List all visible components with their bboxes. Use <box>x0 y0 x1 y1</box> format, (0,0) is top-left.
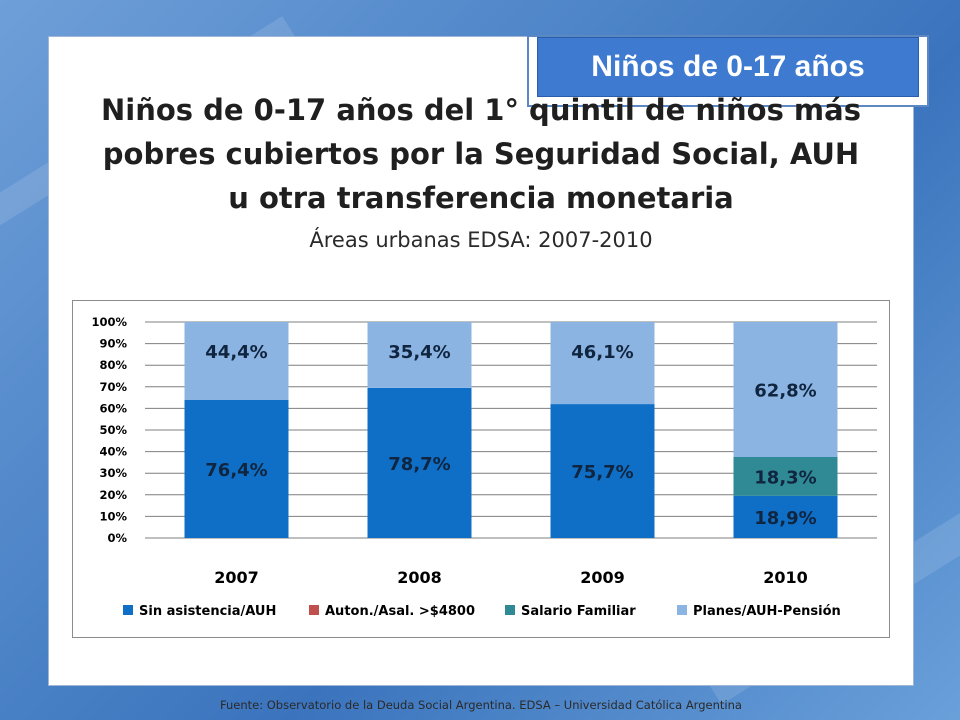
data-label: 44,4% <box>205 342 267 363</box>
bar-segment <box>367 387 472 538</box>
bar-segment <box>184 399 289 538</box>
data-label: 62,8% <box>754 381 816 402</box>
y-tick-label: 70% <box>99 380 127 394</box>
data-label: 46,1% <box>571 342 633 363</box>
bar-segment <box>550 322 655 405</box>
legend-label: Planes/AUH-Pensión <box>693 604 841 619</box>
legend-swatch <box>309 605 319 615</box>
x-tick-label: 2008 <box>397 568 442 587</box>
data-label: 75,7% <box>571 462 633 483</box>
legend-swatch <box>677 605 687 615</box>
legend-label: Salario Familiar <box>521 604 636 619</box>
section-tag: Niños de 0-17 años <box>527 35 929 107</box>
data-label: 18,3% <box>754 467 816 488</box>
x-tick-label: 2010 <box>763 568 808 587</box>
legend-label: Sin asistencia/AUH <box>139 604 276 619</box>
data-label: 18,9% <box>754 508 816 529</box>
y-tick-label: 80% <box>99 358 127 372</box>
data-label: 78,7% <box>388 454 450 475</box>
y-tick-label: 60% <box>99 401 127 415</box>
y-tick-label: 20% <box>99 488 127 502</box>
y-tick-label: 100% <box>91 315 127 329</box>
slide-title: Niños de 0-17 años del 1° quintil de niñ… <box>101 93 861 215</box>
y-tick-label: 50% <box>99 423 127 437</box>
bar-segment <box>550 404 655 538</box>
chart-container: 0% 10% 20% 30% 40% 50% 60% 70% 80% 90% 100% 76,4% 44… <box>72 300 890 638</box>
x-tick-label: 2007 <box>214 568 259 587</box>
bar-segment <box>733 457 838 496</box>
bar-segment <box>733 495 838 538</box>
y-tick-label: 10% <box>99 509 127 523</box>
data-label: 35,4% <box>388 342 450 363</box>
stacked-bar-chart: 0% 10% 20% 30% 40% 50% 60% 70% 80% 90% 100% 76,4% 44… <box>91 315 877 619</box>
y-tick-label: 30% <box>99 466 127 480</box>
y-tick-label: 90% <box>99 337 127 351</box>
y-tick-label: 40% <box>99 445 127 459</box>
section-tag-label: Niños de 0-17 años <box>537 37 919 97</box>
data-label: 76,4% <box>205 460 267 481</box>
source-note: Fuente: Observatorio de la Deuda Social … <box>220 698 742 712</box>
legend-label: Auton./Asal. >$4800 <box>325 604 475 619</box>
bar-segment <box>733 322 838 457</box>
bar-segment <box>367 322 472 388</box>
x-tick-label: 2009 <box>580 568 625 587</box>
y-tick-label: 0% <box>107 531 127 545</box>
legend-swatch <box>505 605 515 615</box>
legend-swatch <box>123 605 133 615</box>
slide-subtitle: Áreas urbanas EDSA: 2007-2010 <box>309 228 653 252</box>
bar-segment <box>184 322 289 400</box>
